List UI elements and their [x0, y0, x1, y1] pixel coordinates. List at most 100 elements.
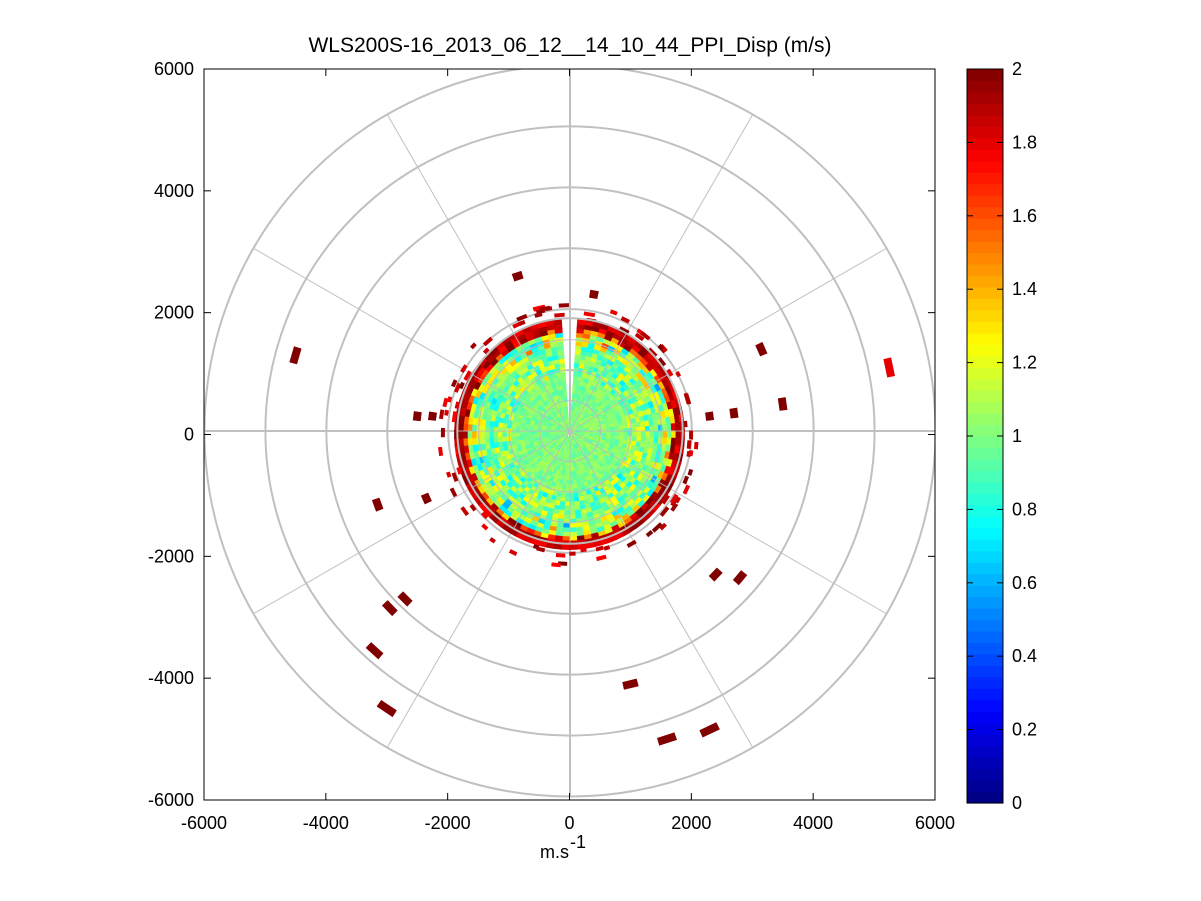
core-cell	[573, 496, 580, 503]
colorbar-swatch	[967, 390, 1003, 403]
core-cell	[565, 410, 569, 416]
colorbar-swatch	[967, 367, 1003, 380]
colorbar-tick-label: 1.4	[1012, 279, 1037, 299]
core-cell	[484, 431, 490, 438]
edge-cell	[682, 484, 691, 495]
y-tick-label: 4000	[154, 181, 194, 201]
inner-grid-spoke	[569, 430, 668, 488]
core-cell	[484, 436, 490, 444]
core-cell	[527, 432, 533, 437]
colorbar-swatch	[967, 516, 1003, 529]
edge-cell	[442, 397, 449, 408]
colorbar-ticks: 0 0.2 0.4 0.6 0.8 1 1.2 1.4 1.6 1.8 2	[967, 59, 1037, 813]
edge-cell	[639, 330, 651, 341]
core-cell	[564, 492, 570, 498]
core-cell	[662, 437, 668, 446]
core-cell	[561, 379, 567, 386]
x-tick-label: 2000	[671, 813, 711, 833]
core-cell	[527, 435, 533, 440]
edge-cell	[686, 440, 692, 449]
colorbar-swatch	[967, 585, 1003, 598]
core-cell	[563, 392, 568, 399]
edge-cell	[482, 336, 493, 347]
colorbar-swatch	[967, 527, 1003, 540]
colorbar-tick-label: 1.6	[1012, 206, 1037, 226]
scatter-cell	[657, 732, 678, 746]
scatter-cells	[289, 270, 896, 746]
core-cell	[649, 431, 655, 438]
core-cell	[569, 536, 578, 542]
chart-title: WLS200S-16_2013_06_12__14_10_44_PPI_Disp…	[308, 34, 831, 57]
core-cell	[561, 544, 570, 550]
core-cell	[471, 437, 477, 446]
colorbar-swatch	[967, 573, 1003, 586]
colorbar-tick-label: 2	[1012, 59, 1022, 79]
core-cell	[462, 430, 468, 439]
x-tick-label: -4000	[303, 813, 349, 833]
core-cell	[514, 432, 520, 437]
colorbar-tick-label: 0.6	[1012, 573, 1037, 593]
edge-cell	[683, 392, 691, 405]
colorbar-tick-label: 1.8	[1012, 132, 1037, 152]
core-cell	[497, 431, 503, 438]
edge-cell	[480, 511, 489, 520]
colorbar-tick-label: 0.2	[1012, 720, 1037, 740]
core-cell	[619, 432, 625, 437]
core-cell	[623, 432, 629, 437]
edge-cell	[683, 420, 688, 428]
core-cell	[510, 436, 516, 441]
core-cell	[519, 435, 525, 441]
core-cell	[562, 531, 570, 537]
core-cell	[458, 430, 464, 439]
colorbar-swatch	[967, 734, 1003, 747]
edge-cell	[440, 427, 445, 438]
core-cell	[632, 431, 638, 438]
core-cell	[573, 492, 579, 498]
core-cell	[636, 436, 642, 443]
colorbar-tick-label: 0	[1012, 793, 1022, 813]
y-tick-label: 0	[184, 425, 194, 445]
edge-cell	[536, 546, 546, 553]
core-cell	[623, 428, 629, 433]
core-cell	[563, 505, 570, 511]
core-cell	[563, 510, 570, 516]
colorbar-swatch	[967, 298, 1003, 311]
colorbar-swatch	[967, 699, 1003, 712]
edge-cell	[651, 522, 663, 533]
core-cell	[649, 436, 655, 444]
colorbar-swatch	[967, 642, 1003, 655]
colorbar-swatch	[967, 195, 1003, 208]
edge-cell	[595, 545, 604, 552]
colorbar-swatch	[967, 378, 1003, 391]
colorbar: 0 0.2 0.4 0.6 0.8 1 1.2 1.4 1.6 1.8 2	[966, 59, 1037, 813]
core-cell	[653, 431, 659, 438]
inner-grid-spoke	[569, 333, 627, 432]
core-cell	[565, 484, 570, 490]
x-axis: -6000 -4000 -2000 0 2000 4000 6000	[181, 69, 955, 833]
scatter-cell	[883, 357, 896, 378]
edge-cell	[481, 523, 489, 531]
core-cell	[569, 527, 577, 533]
colorbar-swatch	[967, 630, 1003, 644]
core-cell	[572, 483, 578, 490]
core-cell	[565, 488, 570, 494]
colorbar-swatch	[967, 160, 1003, 173]
core-cell	[564, 401, 568, 407]
edge-cell	[580, 547, 587, 553]
core-cell	[480, 437, 486, 445]
scatter-cell	[732, 570, 748, 586]
core-cell	[610, 432, 616, 437]
colorbar-swatch	[967, 332, 1003, 345]
scatter-cell	[777, 397, 788, 411]
edge-cell	[669, 493, 679, 505]
edge-cell	[569, 551, 576, 556]
colorbar-swatch	[967, 80, 1003, 93]
colorbar-tick-label: 1.2	[1012, 353, 1037, 373]
core-cell	[566, 414, 569, 420]
edge-cell	[555, 553, 566, 558]
edge-cell	[458, 381, 465, 390]
core-cell	[572, 479, 577, 485]
edge-cell	[469, 342, 477, 350]
edge-cell	[626, 539, 637, 548]
core-cell	[636, 431, 642, 438]
